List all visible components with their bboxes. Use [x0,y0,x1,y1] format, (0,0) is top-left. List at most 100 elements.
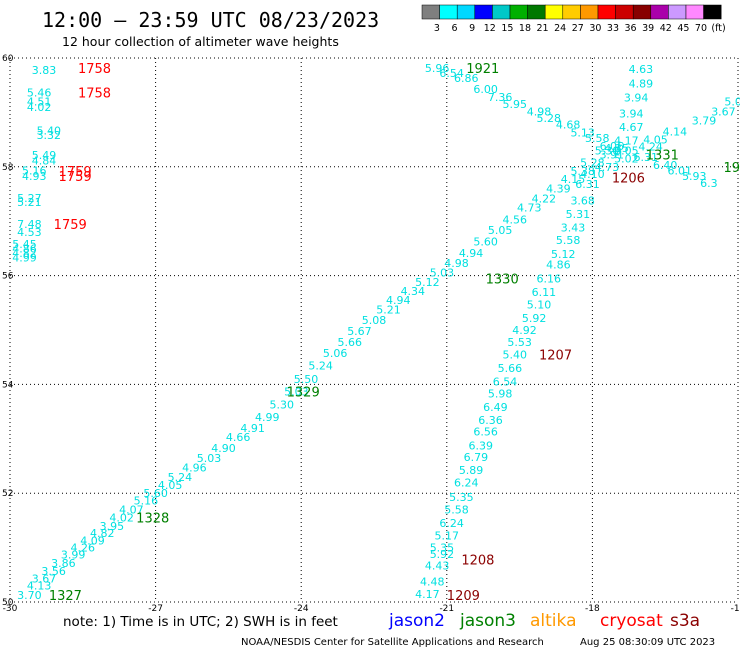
satellite-legend-cryosat: cryosat [600,611,663,631]
wave-height-value: 5.35 [430,542,455,555]
wave-height-value: 4.89 [629,78,654,91]
wave-height-value: 4.67 [619,121,644,134]
x-tick-label: -30 [3,604,18,614]
wave-height-value: 5.28 [580,156,605,169]
wave-height-value: 4.43 [425,560,450,573]
wave-height-value: 5.96 [425,62,450,75]
wave-height-value: 4.07 [119,504,144,517]
color-scale-label: 21 [537,23,549,34]
wave-height-value: 4.24 [638,141,663,154]
wave-height-value: 4.13 [27,580,52,593]
color-scale-label: (ft) [711,23,725,34]
wave-height-value: 6.79 [464,451,489,464]
wave-height-value: 4.02 [109,512,134,525]
chart-title: 12:00 — 23:59 UTC 08/23/2023 [42,8,379,32]
wave-height-value: 5.30 [270,399,295,412]
wave-height-value: 5.35 [449,491,474,504]
wave-height-value: 5.24 [308,359,333,372]
color-swatch [685,4,704,20]
wave-height-value: 5.58 [556,234,581,247]
wave-height-value: 4.15 [561,173,586,186]
wave-height-value: 3.70 [17,589,42,602]
pass-time-label: 1208 [461,554,494,569]
wave-height-value: 5.60 [143,487,168,500]
wave-height-value: 5.28 [536,112,561,125]
wave-height-value: 4.17 [415,588,440,601]
color-scale-label: 70 [695,23,707,34]
wave-height-value: 6.54 [493,376,518,389]
wave-height-value: 6.24 [454,476,479,489]
wave-height-value: 4.53 [17,226,42,239]
wave-height-value: 3.94 [619,107,644,120]
wave-height-value: 5.17 [435,530,460,543]
wave-height-value: 5.53 [507,336,532,349]
color-scale-label: 6 [452,23,458,34]
wave-height-value: 4.99 [255,411,280,424]
wave-height-value: 5.92 [522,312,547,325]
satellite-legend-jason3: jason3 [459,611,516,631]
wave-height-value: 5.12 [415,276,440,289]
color-scale-label: 24 [554,23,566,34]
wave-height-value: 4.35 [604,142,629,155]
wave-height-value: 5.58 [585,132,610,145]
satellite-legend-s3a: s3a [670,611,700,631]
wave-height-value: 4.98 [444,257,469,270]
wave-height-value: 7.36 [488,91,513,104]
color-swatch [650,4,669,20]
satellite-legend-jason2: jason2 [388,611,445,631]
x-tick-label: -21 [439,604,454,614]
wave-height-value: 6.49 [483,401,508,414]
wave-height-value: 5.03 [430,266,455,279]
wave-height-value: 4.26 [71,542,96,555]
pass-time-label: 1921 [466,62,499,77]
wave-height-value: 5.13 [570,127,595,140]
wave-height-value: 6.11 [532,286,557,299]
wave-height-value: 3.67 [711,105,736,118]
color-scale-label: 42 [660,23,672,34]
wave-height-value: 5.02 [614,153,639,166]
wave-height-value: 6.36 [478,414,503,427]
wave-height-value: 5.16 [134,494,159,507]
wave-height-value: 6.24 [439,517,464,530]
color-swatch [562,4,581,20]
pass-time-label: 1330 [486,272,519,287]
wave-height-value: 4.63 [629,63,654,76]
wave-height-value: 3.56 [41,565,66,578]
wave-height-value: 5.08 [362,314,387,327]
wave-height-value: 5.06 [323,347,348,360]
pass-time-label: 1759 [59,170,92,185]
wave-height-value: 6.3 [700,177,718,190]
wave-height-value: 5.03 [197,452,222,465]
wave-height-value: 4.51 [27,96,52,109]
color-swatch [597,4,616,20]
color-swatch [703,4,722,20]
wave-height-value: 5.21 [17,196,42,209]
wave-height-value: 6.06 [600,140,625,153]
wave-height-value: 4.84 [32,154,57,167]
wave-height-value: 3.43 [561,222,586,235]
wave-height-value: 6.31 [634,151,659,164]
color-swatch [632,4,652,20]
wave-height-value: 5.46 [27,86,52,99]
wave-height-value: 3.32 [37,129,62,142]
wave-height-value: 4.17 [614,135,639,148]
wave-height-value: 5.60 [473,235,498,248]
pass-time-label: 1759 [59,165,92,180]
color-swatch [474,4,493,20]
wave-height-value: 6.39 [469,439,494,452]
wave-height-value: 3.91 [600,148,625,161]
wave-height-value: 5.93 [682,170,707,183]
wave-height-value: 5.21 [376,303,401,316]
color-swatch [456,4,476,20]
wave-height-value: 5.66 [498,362,523,375]
satellite-legend: jason2 jason3 altika cryosat s3a [388,611,700,631]
wave-height-value: 4.73 [517,202,542,215]
color-swatch [668,4,687,20]
wave-height-value: 5.89 [459,464,484,477]
pass-time-label: 1206 [612,172,645,187]
wave-height-value: 6.05 [614,144,639,157]
wave-height-value: 5.10 [527,298,552,311]
wave-height-value: 4.91 [240,422,265,435]
y-tick-label: 58 [2,163,14,173]
